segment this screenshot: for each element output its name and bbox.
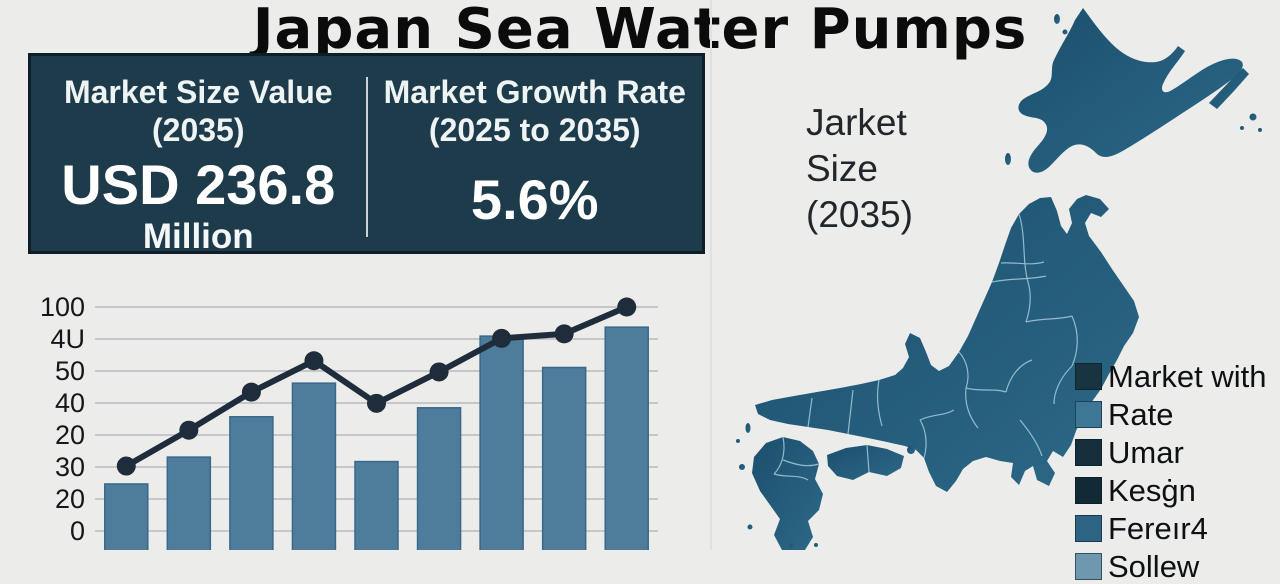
map-legend: Market with Rate Umar Kesġn Fereır4 Sollew [1075,361,1266,582]
shikoku-island [827,445,904,480]
market-size-unit: Million [142,216,254,256]
legend-label: Sollew [1108,549,1200,584]
market-size-label-line1: Market Size Value [63,74,333,110]
y-axis-tick-label: 4U [50,324,85,354]
data-point [116,456,136,476]
japan-islands [736,8,1262,550]
data-point [304,351,324,371]
data-point [492,328,512,348]
data-point [367,393,386,413]
legend-label: Fereır4 [1108,511,1208,546]
y-axis-tick-label: 40 [55,388,85,418]
data-point [429,362,449,382]
legend-item: Umar [1075,437,1266,468]
market-size-label-line2: (2035) [152,112,245,149]
japan-map [736,8,1262,550]
y-axis-tick-label: 50 [55,356,85,386]
legend-label: Market with [1108,359,1267,394]
growth-rate-block: Market Growth Rate (2025 to 2035) 5.6% [368,56,703,251]
legend-label: Umar [1108,435,1184,470]
bar [541,366,587,550]
y-axis-tick-label: 20 [55,484,85,514]
map-caption-line2: Size [806,147,878,189]
map-caption-line3: (2035) [806,193,913,235]
legend-item: Market with [1075,361,1266,392]
y-axis-tick-label: 0 [70,516,85,546]
bar [416,407,462,550]
bar [479,335,524,550]
page-title: Japan Sea Water Pumps [252,0,1028,62]
bar [291,382,337,550]
growth-rate-value: 5.6% [470,167,599,231]
bar [104,483,149,550]
growth-rate-label-line1: Market Growth Rate [383,74,686,110]
market-size-block: Market Size Value (2035) USD 236.8 Milli… [31,56,366,256]
legend-item: Rate [1075,399,1266,430]
legend-swatch [1075,401,1102,428]
hokkaido-island [1018,8,1243,173]
stats-panel: Market Size Value (2035) USD 236.8 Milli… [28,53,705,254]
honshu-island [755,195,1139,492]
legend-label: Kesġn [1108,473,1196,508]
bar [604,326,649,550]
y-axis-tick-label: 20 [55,420,85,450]
section-divider [710,0,712,550]
legend-swatch [1075,363,1102,390]
northeast-islands [1209,68,1249,109]
map-caption-line1: Jarket [806,102,907,143]
data-point [617,297,637,317]
legend-item: Sollew [1075,551,1266,582]
legend-item: Kesġn [1075,475,1266,506]
prefecture-borders [773,213,1078,481]
map-caption: Jarket Size (2035) [806,100,913,238]
data-point [241,382,261,402]
bar [354,460,399,550]
infographic-japan-sea-water-pumps: { "title": "Japan Sea Water Pumps", "sta… [28,0,1267,582]
legend-swatch [1075,553,1102,580]
y-axis-tick-label: 100 [40,292,85,322]
y-axis-tick-label: 30 [55,452,85,482]
data-point [179,420,199,440]
market-size-value: USD 236.8 [61,152,336,216]
growth-rate-label-line2: (2025 to 2035) [428,112,641,149]
data-point [554,324,574,344]
kyushu-island [752,437,823,550]
legend-item: Fereır4 [1075,513,1266,544]
legend-label: Rate [1108,397,1174,432]
legend-swatch [1075,439,1102,466]
panel-divider [365,77,368,237]
bar [166,456,212,550]
legend-swatch [1075,477,1102,504]
bar [229,416,274,550]
legend-swatch [1075,515,1102,542]
